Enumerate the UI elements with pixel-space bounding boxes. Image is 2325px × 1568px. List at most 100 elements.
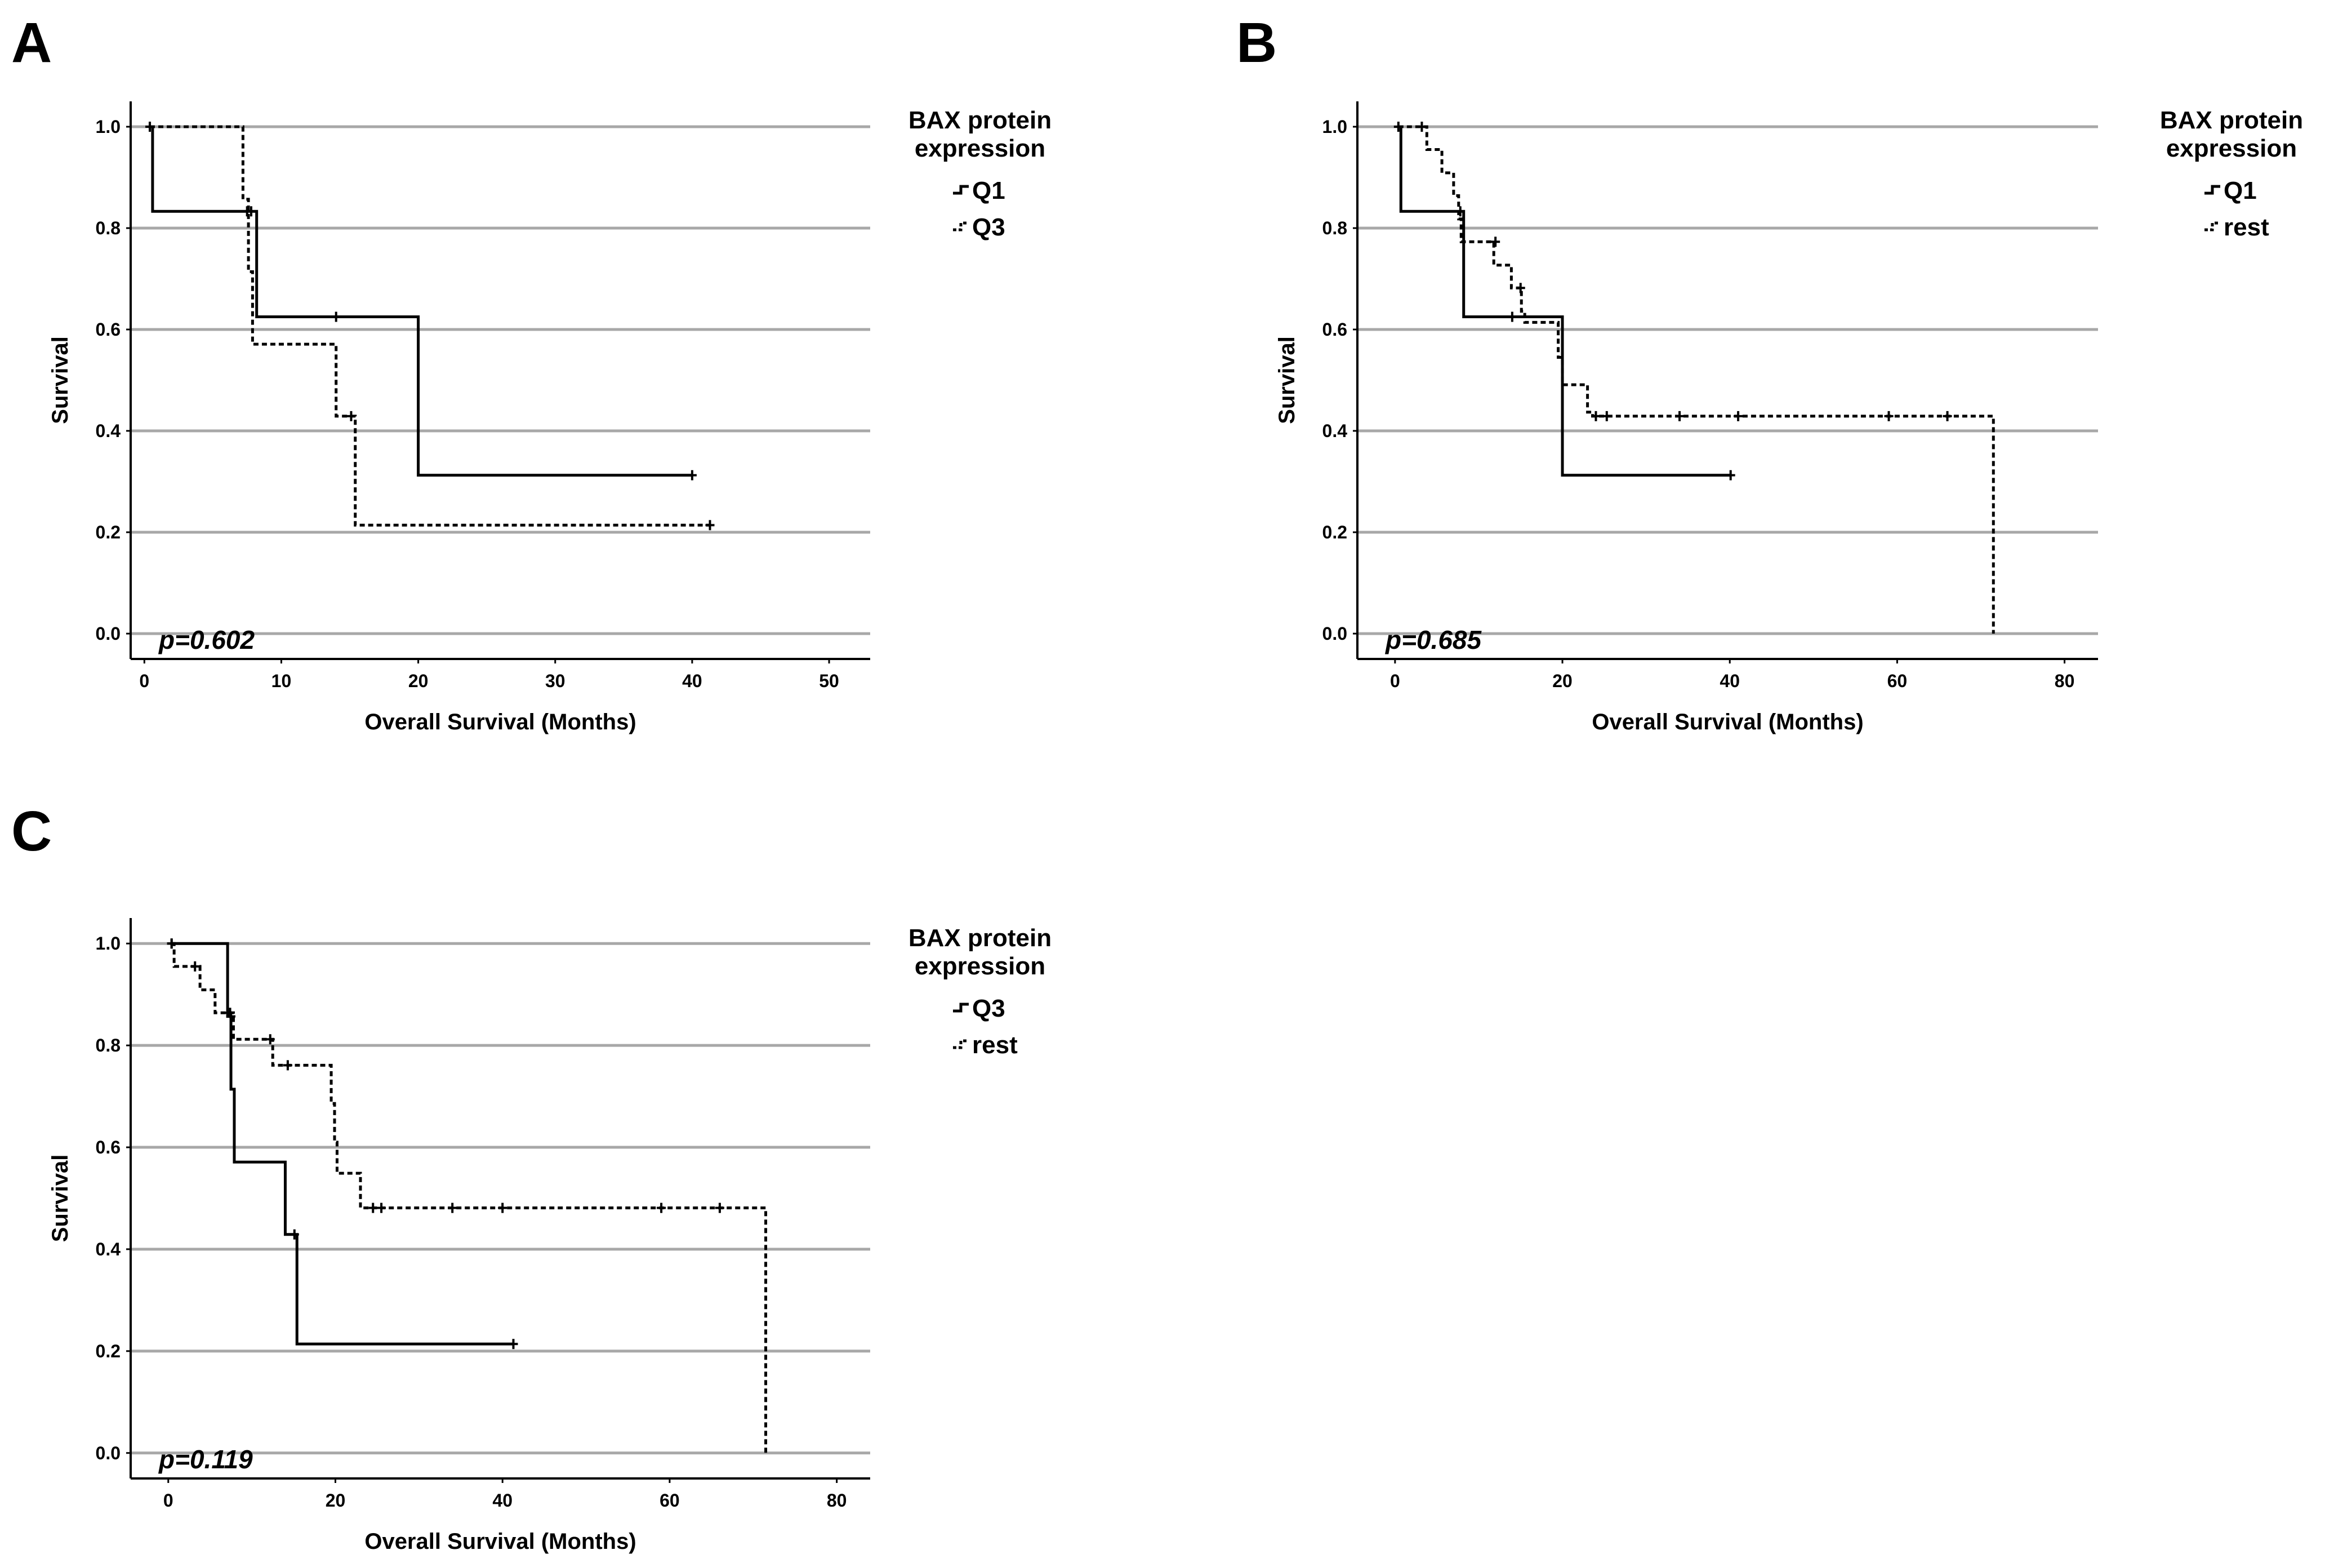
y-tick-label: 0.0: [96, 1443, 121, 1463]
survival-curve-rest: [171, 942, 768, 1453]
legend-title: expression: [2166, 135, 2297, 162]
survival-curve-q1: [1398, 125, 1731, 477]
y-tick-label: 0.6: [96, 319, 121, 340]
legend-title: expression: [915, 135, 1045, 162]
censor-mark: [715, 1202, 724, 1213]
legend-swatch-q1: [953, 185, 969, 195]
censor-mark: [1507, 311, 1517, 322]
y-tick-label: 0.4: [96, 1239, 121, 1259]
y-tick-label: 0.8: [96, 1035, 121, 1055]
legend-title: BAX protein: [908, 924, 1052, 952]
censor-mark: [1602, 411, 1611, 421]
x-tick-label: 40: [682, 671, 702, 691]
x-tick-label: 40: [492, 1490, 513, 1511]
censor-mark: [242, 206, 252, 217]
censor-mark: [265, 1034, 275, 1045]
y-tick-label: 0.6: [96, 1137, 121, 1157]
survival-curve-q1: [150, 125, 692, 477]
panel-letter: A: [11, 11, 52, 74]
censor-mark: [190, 961, 200, 972]
censor-mark: [498, 1202, 507, 1213]
censor-mark: [1491, 237, 1500, 247]
x-axis-title: Overall Survival (Months): [364, 710, 636, 734]
y-tick-label: 0.2: [1322, 522, 1347, 542]
y-tick-label: 1.0: [96, 117, 121, 137]
legend-swatch-q3: [953, 1003, 969, 1013]
x-tick-label: 0: [1390, 671, 1400, 691]
legend-swatch-q1: [2204, 185, 2220, 195]
legend-swatch-q3: [953, 221, 969, 231]
y-tick-label: 0.8: [96, 218, 121, 238]
x-tick-label: 10: [271, 671, 292, 691]
censor-mark: [225, 1008, 235, 1018]
censor-mark: [377, 1202, 386, 1213]
p-value-annotation: p=0.119: [158, 1445, 253, 1474]
legend-label-q1: Q1: [2224, 177, 2257, 204]
x-tick-label: 80: [2055, 671, 2075, 691]
survival-curve-q3: [150, 125, 710, 527]
x-tick-label: 20: [408, 671, 429, 691]
x-tick-label: 80: [827, 1490, 847, 1511]
censor-mark: [1591, 411, 1601, 421]
x-axis-title: Overall Survival (Months): [1592, 710, 1863, 734]
y-tick-label: 0.2: [96, 522, 121, 542]
censor-mark: [1734, 411, 1743, 421]
censor-mark: [331, 311, 341, 322]
y-tick-label: 1.0: [1322, 117, 1347, 137]
panel-a: A 0.0 0.2 0.4 0.6 0.8 1.0 0 10 20 30 40 50 Overall Su…: [11, 11, 1052, 734]
censor-mark: [1417, 122, 1427, 132]
censor-mark: [448, 1202, 457, 1213]
y-tick-label: 1.0: [96, 933, 121, 954]
legend-label-q1: Q1: [972, 177, 1005, 204]
censor-mark: [167, 938, 176, 949]
y-tick-label: 0.4: [96, 421, 121, 441]
legend-label-rest: rest: [2224, 213, 2269, 241]
censor-mark: [1943, 411, 1952, 421]
censor-mark: [1884, 411, 1894, 421]
y-tick-label: 0.0: [1322, 623, 1347, 644]
y-tick-label: 0.0: [96, 623, 121, 644]
y-axis-title: Survival: [1275, 336, 1299, 424]
censor-mark: [289, 1229, 299, 1240]
panel-letter: C: [11, 800, 52, 863]
y-tick-label: 0.4: [1322, 421, 1348, 441]
legend-title: BAX protein: [2160, 106, 2303, 134]
x-tick-label: 20: [1552, 671, 1573, 691]
x-tick-label: 50: [819, 671, 839, 691]
legend-title: BAX protein: [908, 106, 1052, 134]
censor-mark: [368, 1202, 378, 1213]
y-axis-title: Survival: [48, 1155, 73, 1242]
x-tick-label: 40: [1720, 671, 1740, 691]
p-value-annotation: p=0.602: [158, 625, 255, 654]
censor-mark: [705, 520, 715, 531]
panel-letter: B: [1236, 11, 1277, 74]
censor-mark: [1675, 411, 1685, 421]
censor-mark: [1726, 470, 1735, 480]
x-tick-label: 60: [1887, 671, 1908, 691]
x-tick-label: 60: [660, 1490, 680, 1511]
censor-mark: [283, 1060, 292, 1071]
censor-mark: [145, 122, 155, 132]
x-tick-label: 0: [139, 671, 149, 691]
panel-b: B 0.0 0.2 0.4 0.6 0.8 1.0 0 20 40 60 80 Overall Surv…: [1236, 11, 2303, 734]
censor-mark: [1516, 283, 1525, 293]
panel-c: C 0.0 0.2 0.4 0.6 0.8 1.0 0 20 40 60 80 Overall Surv…: [11, 800, 1052, 1554]
y-axis-title: Survival: [48, 336, 73, 424]
x-axis-title: Overall Survival (Months): [364, 1529, 636, 1554]
censor-mark: [509, 1339, 518, 1349]
y-tick-label: 0.8: [1322, 218, 1347, 238]
survival-curve-q3: [171, 942, 514, 1346]
censor-mark: [346, 411, 356, 421]
censor-mark: [687, 470, 697, 480]
legend-swatch-rest: [2204, 221, 2220, 231]
x-tick-label: 0: [163, 1490, 173, 1511]
legend-label-rest: rest: [972, 1031, 1018, 1059]
legend-label-q3: Q3: [972, 995, 1005, 1022]
legend-swatch-rest: [953, 1039, 969, 1049]
x-tick-label: 20: [326, 1490, 346, 1511]
x-tick-label: 30: [545, 671, 565, 691]
